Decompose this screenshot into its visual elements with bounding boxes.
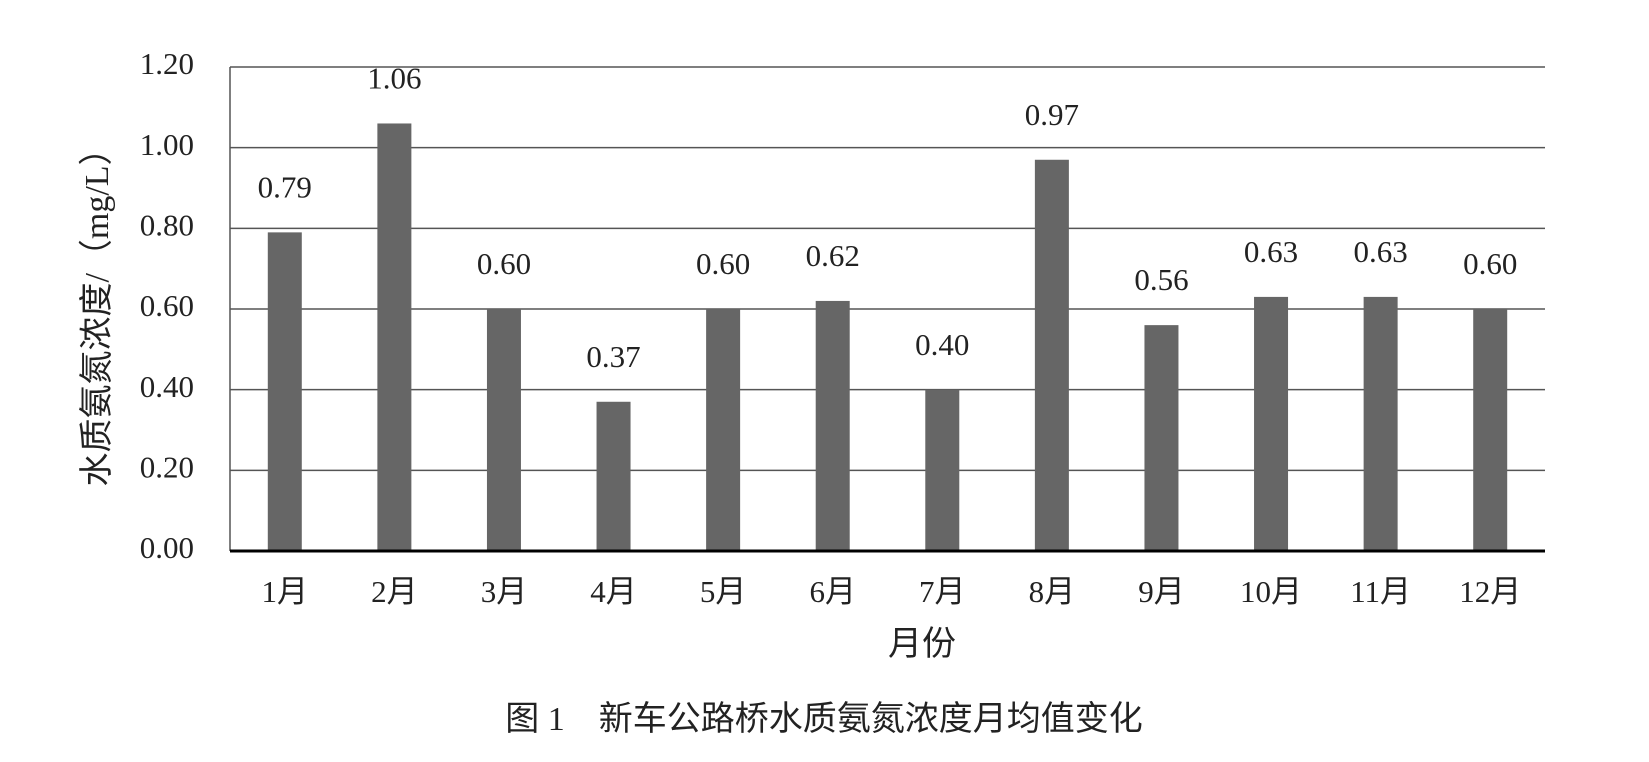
x-tick-label: 8月 bbox=[1029, 574, 1076, 609]
bar bbox=[486, 309, 521, 551]
value-label: 0.63 bbox=[1354, 234, 1408, 269]
bar bbox=[1034, 159, 1069, 551]
chart-caption: 图 1 新车公路桥水质氨氮浓度月均值变化 bbox=[505, 700, 1143, 738]
y-axis-title: 水质氨氮浓度/（mg/L） bbox=[78, 131, 116, 486]
x-tick-label: 10月 bbox=[1240, 574, 1302, 609]
bar bbox=[925, 389, 960, 551]
value-label: 0.79 bbox=[258, 169, 312, 204]
x-tick-label: 3月 bbox=[481, 574, 528, 609]
y-tick-label: 1.00 bbox=[140, 127, 194, 162]
value-label: 0.60 bbox=[1463, 246, 1517, 281]
x-tick-label: 9月 bbox=[1138, 574, 1185, 609]
value-label: 0.60 bbox=[696, 246, 750, 281]
x-axis-title: 月份 bbox=[888, 626, 956, 663]
x-tick-label: 6月 bbox=[809, 574, 856, 609]
y-tick-label: 0.60 bbox=[140, 288, 194, 323]
value-label: 0.37 bbox=[586, 339, 640, 374]
x-tick-label: 5月 bbox=[700, 574, 747, 609]
x-tick-label: 4月 bbox=[590, 574, 637, 609]
value-label: 0.62 bbox=[806, 238, 860, 273]
y-tick-label: 0.40 bbox=[140, 369, 194, 404]
value-label: 0.63 bbox=[1244, 234, 1298, 269]
value-label: 0.97 bbox=[1025, 97, 1079, 132]
x-tick-label: 12月 bbox=[1459, 574, 1521, 609]
x-tick-label: 11月 bbox=[1350, 574, 1411, 609]
bar bbox=[1144, 325, 1179, 551]
bar bbox=[1254, 296, 1289, 551]
bar bbox=[706, 309, 741, 551]
value-label: 0.56 bbox=[1134, 262, 1188, 297]
bar bbox=[596, 401, 631, 551]
value-label: 0.40 bbox=[915, 327, 969, 362]
y-tick-label: 0.20 bbox=[140, 449, 194, 484]
bar bbox=[1473, 309, 1508, 551]
bar bbox=[267, 232, 302, 551]
x-tick-label: 7月 bbox=[919, 574, 966, 609]
value-label: 0.60 bbox=[477, 246, 531, 281]
x-tick-label: 1月 bbox=[262, 574, 309, 609]
bar bbox=[377, 123, 412, 551]
y-tick-label: 0.00 bbox=[140, 530, 194, 565]
bar bbox=[1363, 296, 1398, 551]
value-label: 1.06 bbox=[367, 61, 421, 96]
y-tick-label: 1.20 bbox=[140, 46, 194, 81]
x-tick-label: 2月 bbox=[371, 574, 418, 609]
bar bbox=[815, 300, 850, 551]
y-tick-label: 0.80 bbox=[140, 207, 194, 242]
